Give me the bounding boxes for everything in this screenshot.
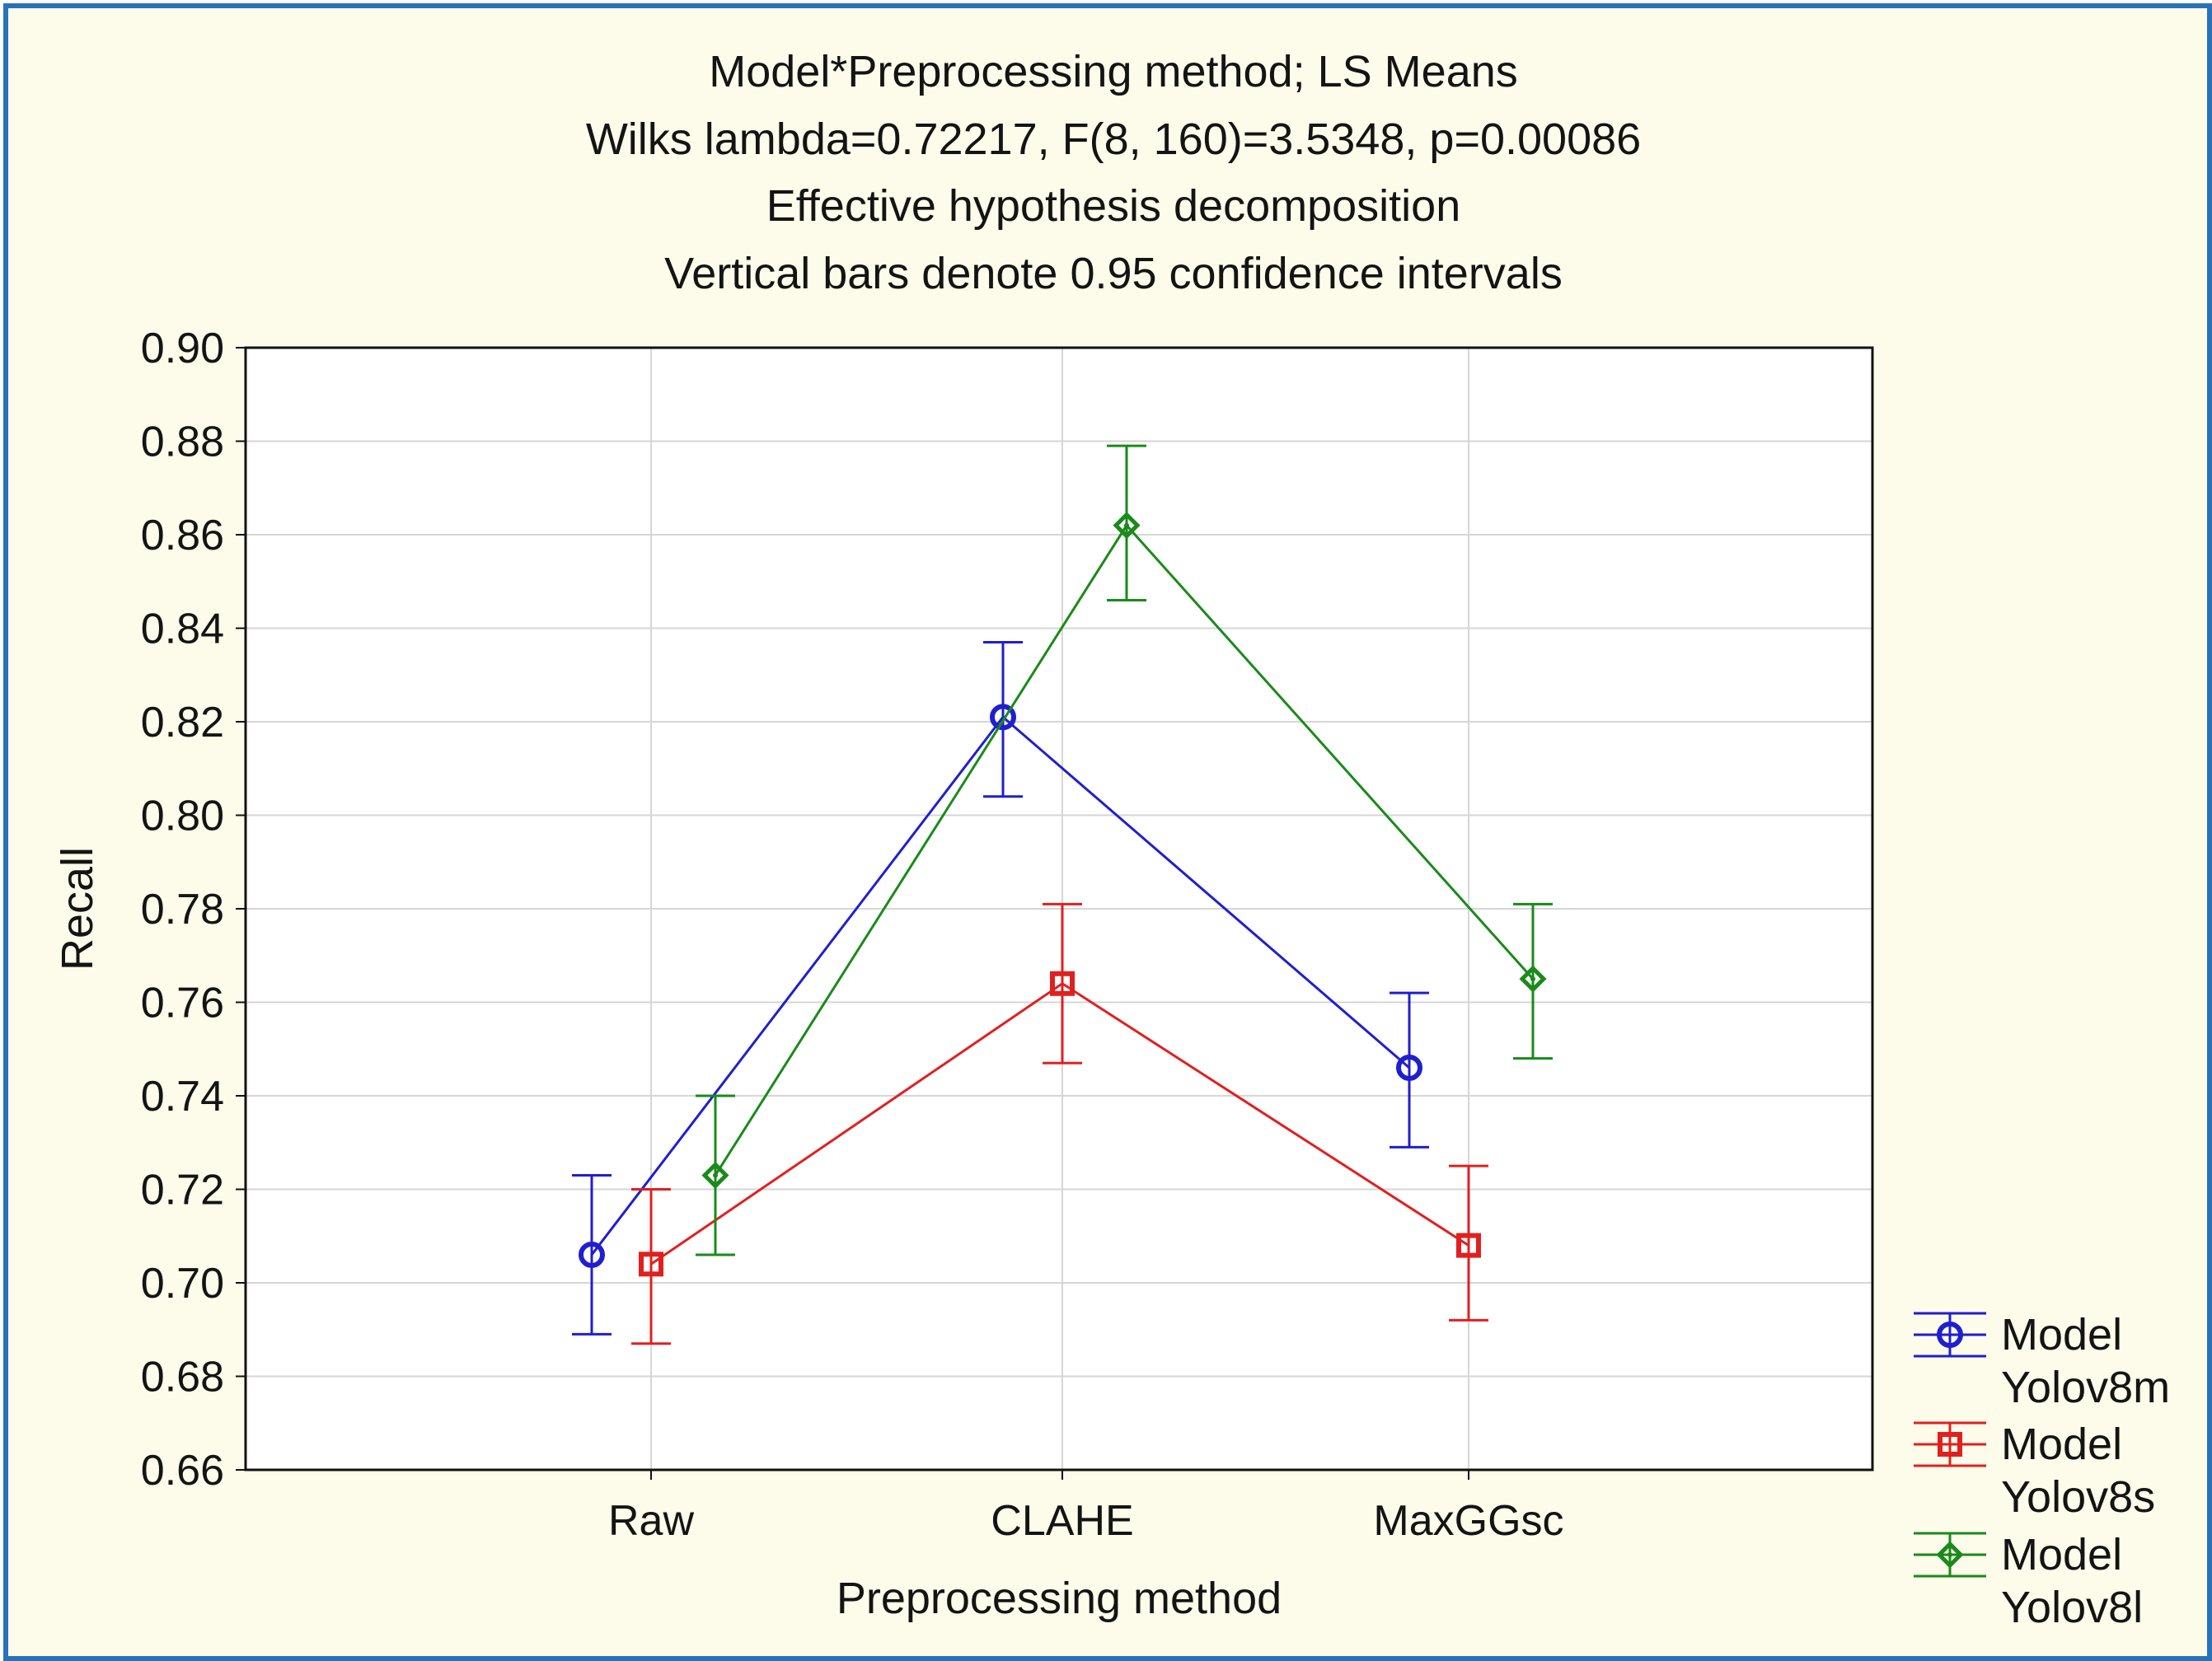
x-tick-label: MaxGGsc bbox=[1373, 1497, 1563, 1545]
y-tick-label: 0.76 bbox=[141, 980, 224, 1027]
chart-canvas: Model*Preprocessing method; LS Means Wil… bbox=[53, 47, 2170, 1632]
data-point bbox=[1113, 512, 1141, 540]
legend-label: Model bbox=[2001, 1420, 2122, 1469]
y-tick-label: 0.80 bbox=[141, 793, 224, 840]
y-tick-label: 0.66 bbox=[141, 1447, 224, 1495]
grid-lines bbox=[246, 348, 1872, 1470]
data-point bbox=[1396, 1054, 1422, 1081]
y-tick-label: 0.86 bbox=[141, 512, 224, 559]
legend-marker bbox=[1936, 1541, 1964, 1569]
y-tick-label: 0.72 bbox=[141, 1167, 224, 1214]
data-point-center bbox=[1124, 522, 1129, 528]
data-point-center bbox=[713, 1172, 718, 1178]
legend-label: Model bbox=[2001, 1530, 2122, 1579]
y-tick-label: 0.84 bbox=[141, 606, 224, 653]
y-tick-label: 0.68 bbox=[141, 1354, 224, 1401]
legend-label-model: Yolov8s bbox=[2001, 1472, 2155, 1522]
plot-border bbox=[244, 346, 1874, 1472]
y-tick-label: 0.74 bbox=[141, 1073, 224, 1121]
data-point bbox=[1050, 971, 1075, 996]
data-point bbox=[990, 704, 1016, 731]
legend-label-model: Yolov8m bbox=[2001, 1363, 2170, 1412]
y-axis-ticks: 0.66 0.68 0.70 0.72 0.74 0.76 0.78 0.80 0.82 0.84… bbox=[141, 325, 246, 1495]
chart-title: Model*Preprocessing method; LS Means Wil… bbox=[586, 47, 1641, 298]
data-point-center bbox=[1530, 976, 1535, 982]
title-line-4: Vertical bars denote 0.95 confidence int… bbox=[664, 249, 1563, 298]
x-axis-ticks: Raw CLAHE MaxGGsc bbox=[608, 1470, 1564, 1545]
y-tick-label: 0.90 bbox=[141, 325, 224, 372]
legend-marker bbox=[1937, 1322, 1963, 1348]
y-tick-label: 0.88 bbox=[141, 419, 224, 466]
legend-label: Model bbox=[2001, 1310, 2122, 1359]
data-point bbox=[701, 1161, 729, 1190]
data-point bbox=[639, 1252, 663, 1277]
legend-label-model: Yolov8l bbox=[2001, 1583, 2143, 1632]
y-tick-label: 0.70 bbox=[141, 1260, 224, 1308]
series-square bbox=[631, 902, 1488, 1345]
data-point bbox=[579, 1241, 605, 1268]
legend-marker bbox=[1938, 1432, 1962, 1457]
title-line-2: Wilks lambda=0.72217, F(8, 160)=3.5348, … bbox=[586, 115, 1641, 164]
x-axis-label: Preprocessing method bbox=[837, 1574, 1282, 1623]
series-layer bbox=[572, 444, 1553, 1345]
title-line-1: Model*Preprocessing method; LS Means bbox=[709, 47, 1518, 96]
chart-frame: Model*Preprocessing method; LS Means Wil… bbox=[3, 3, 2212, 1661]
series-diamond bbox=[696, 444, 1553, 1256]
legend-marker-center bbox=[1947, 1552, 1952, 1557]
data-point bbox=[1519, 965, 1547, 993]
y-tick-label: 0.78 bbox=[141, 886, 224, 933]
title-line-3: Effective hypothesis decomposition bbox=[766, 181, 1460, 231]
data-point bbox=[1456, 1233, 1481, 1258]
x-tick-label: CLAHE bbox=[991, 1497, 1133, 1545]
x-tick-label: Raw bbox=[608, 1497, 694, 1545]
series-circle bbox=[572, 641, 1429, 1336]
y-tick-label: 0.82 bbox=[141, 699, 224, 746]
y-axis-label: Recall bbox=[53, 847, 102, 971]
